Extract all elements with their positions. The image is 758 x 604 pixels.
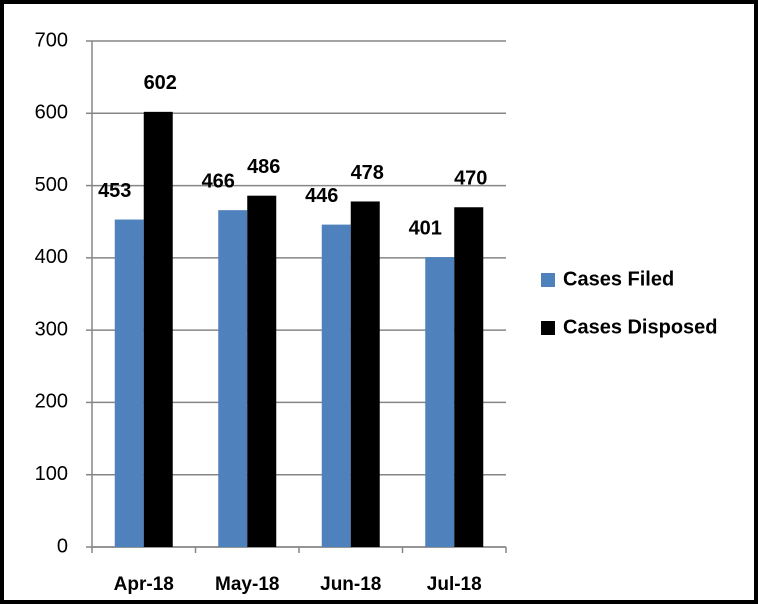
data-label: 401 xyxy=(409,217,442,239)
bar xyxy=(454,207,484,547)
bar xyxy=(350,201,380,547)
legend-swatch xyxy=(541,321,555,335)
data-label: 466 xyxy=(202,170,235,192)
x-tick-label: Jul-18 xyxy=(427,574,482,595)
bar xyxy=(425,257,455,547)
x-tick-label: Jun-18 xyxy=(320,574,381,595)
x-tick-label: May-18 xyxy=(215,574,279,595)
y-tick-label: 600 xyxy=(35,102,68,124)
data-label: 470 xyxy=(454,168,487,190)
y-tick-label: 0 xyxy=(57,535,68,557)
data-label: 446 xyxy=(305,185,338,207)
data-label: 486 xyxy=(247,156,280,178)
y-tick-label: 100 xyxy=(35,463,68,485)
bar xyxy=(114,219,144,547)
bar xyxy=(143,111,173,547)
data-label: 602 xyxy=(144,72,177,94)
legend-label: Cases Disposed xyxy=(563,316,718,338)
y-tick-label: 700 xyxy=(35,29,68,51)
y-tick-label: 400 xyxy=(35,246,68,268)
data-label: 453 xyxy=(98,180,131,202)
x-tick-label: Apr-18 xyxy=(114,574,174,595)
data-label: 478 xyxy=(351,162,384,184)
bar xyxy=(321,224,351,547)
legend-swatch xyxy=(541,273,555,287)
y-tick-label: 200 xyxy=(35,391,68,413)
y-tick-label: 300 xyxy=(35,318,68,340)
y-tick-label: 500 xyxy=(35,174,68,196)
legend-label: Cases Filed xyxy=(563,268,674,290)
bar xyxy=(247,195,277,548)
bar xyxy=(218,210,248,548)
